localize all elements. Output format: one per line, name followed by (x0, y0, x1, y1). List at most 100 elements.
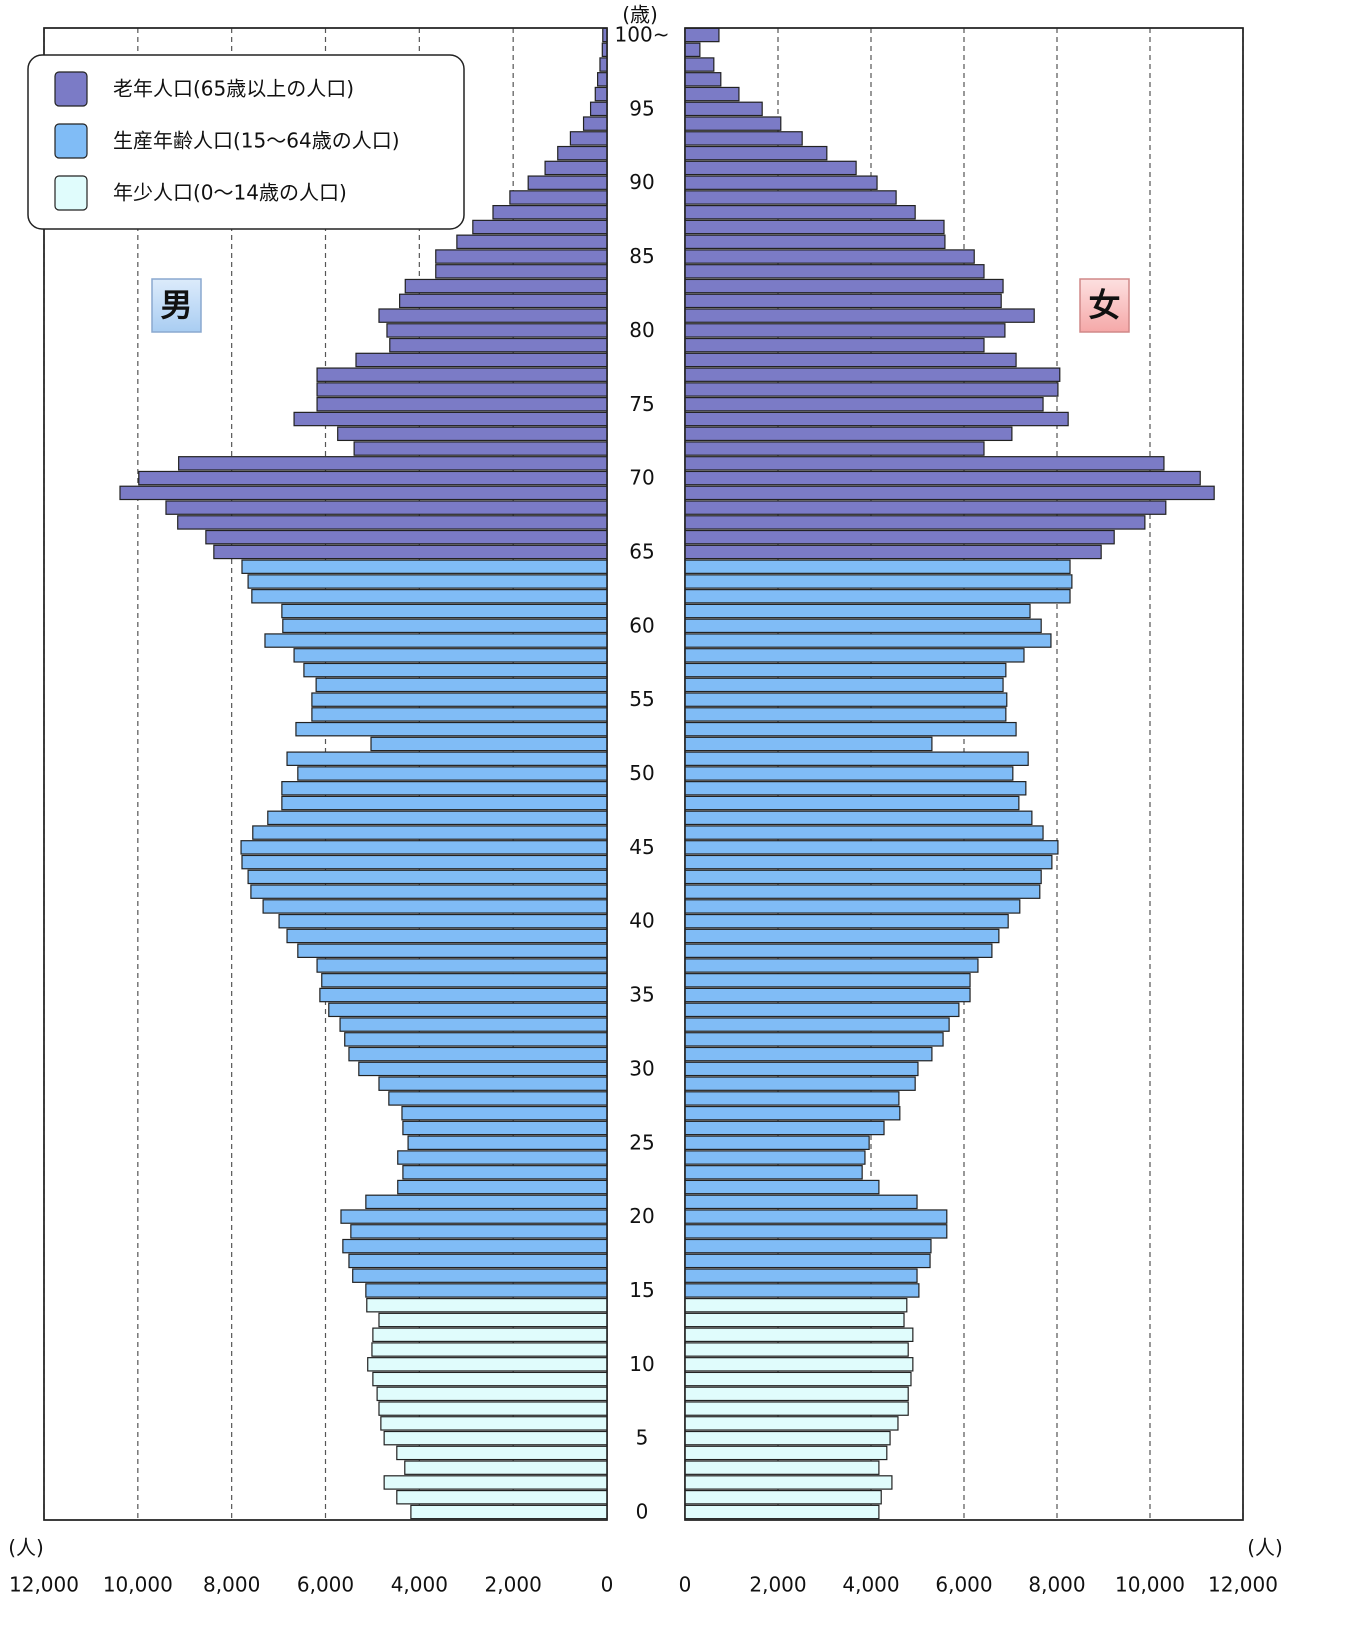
age-label: 100~ (615, 23, 670, 47)
panel-border (684, 27, 1244, 1521)
bar (684, 249, 975, 264)
bar (684, 397, 1044, 412)
bar (684, 973, 971, 988)
bar (684, 323, 1006, 338)
age-label: 90 (629, 170, 654, 194)
bar (509, 190, 608, 205)
bar (389, 337, 608, 353)
bar (337, 426, 608, 442)
x-tick-label: 4,000 (842, 1573, 899, 1597)
bar (684, 1135, 870, 1150)
bar (684, 1416, 899, 1431)
bar (684, 27, 720, 43)
bar (303, 662, 608, 678)
bar (684, 1150, 866, 1165)
bar (544, 160, 608, 176)
bar (684, 145, 828, 161)
age-label: 55 (629, 687, 654, 711)
legend-swatch (54, 123, 88, 159)
bar (684, 677, 1004, 693)
bar (378, 1076, 608, 1091)
bar (684, 57, 715, 72)
bar (684, 131, 803, 146)
bar (247, 574, 608, 589)
bar (684, 1076, 916, 1091)
bar (342, 1238, 608, 1254)
bar (321, 973, 608, 988)
bar (383, 1430, 608, 1446)
bar (684, 264, 985, 279)
bar (684, 352, 1017, 368)
bar (684, 42, 701, 58)
bar (492, 204, 608, 220)
x-tick-label: 8,000 (1028, 1573, 1085, 1597)
bar (348, 1046, 608, 1062)
gender-label: 女 (1088, 286, 1120, 324)
age-label: 25 (629, 1130, 654, 1154)
bar (684, 1032, 944, 1047)
bar (684, 1179, 880, 1195)
bar (402, 1120, 608, 1136)
age-label: 10 (629, 1352, 654, 1376)
bar (340, 1209, 608, 1224)
bar (252, 825, 608, 840)
bar (594, 86, 608, 102)
bar (684, 1430, 891, 1446)
bar (371, 1342, 608, 1357)
legend: 老年人口(65歳以上の人口) 生産年齢人口(15～64歳の人口) 年少人口(0～14… (27, 54, 465, 230)
bar (684, 589, 1071, 604)
bar (404, 278, 608, 294)
age-label: 85 (629, 244, 654, 268)
bar (378, 1401, 608, 1416)
bar (684, 943, 993, 958)
bar (684, 707, 1007, 722)
bar (281, 781, 608, 796)
x-tick-label: 4,000 (391, 1573, 448, 1597)
age-label: 75 (629, 392, 654, 416)
bar (684, 810, 1033, 826)
bar (344, 1032, 608, 1047)
x-tick-label: 0 (601, 1573, 614, 1597)
bar (684, 884, 1041, 899)
bar (684, 1165, 863, 1180)
bar (684, 1238, 932, 1254)
bar (684, 751, 1029, 766)
bar (684, 1445, 888, 1461)
bar (365, 1194, 608, 1210)
bar (376, 1386, 608, 1402)
bar (684, 1371, 912, 1387)
bar (339, 1017, 608, 1032)
bar (286, 751, 608, 766)
bar (241, 854, 608, 870)
age-label: 65 (629, 539, 654, 563)
bar (684, 1312, 905, 1328)
bar (557, 145, 608, 161)
bar (684, 278, 1004, 294)
x-unit-right: (人) (1247, 1536, 1283, 1560)
age-label: 50 (629, 761, 654, 785)
bar (372, 1371, 608, 1387)
bar (282, 618, 608, 634)
bar (684, 1120, 885, 1136)
legend-label: 生産年齢人口(15～64歳の人口) (113, 129, 400, 153)
bar (365, 1283, 608, 1298)
bar (684, 1209, 948, 1224)
bar (241, 559, 608, 574)
bar (684, 86, 740, 102)
bar (684, 692, 1008, 707)
bar (316, 382, 608, 397)
bar (328, 1002, 608, 1018)
bar (684, 1504, 880, 1520)
bar (262, 899, 608, 914)
bar (582, 116, 608, 131)
bar (684, 72, 722, 87)
x-tick-label: 2,000 (485, 1573, 542, 1597)
bar (350, 1224, 608, 1239)
bar (684, 603, 1031, 619)
bar (684, 1489, 882, 1505)
bar (684, 854, 1053, 870)
x-unit-left: (人) (8, 1536, 44, 1560)
legend-box (27, 54, 465, 230)
bar (684, 441, 985, 456)
